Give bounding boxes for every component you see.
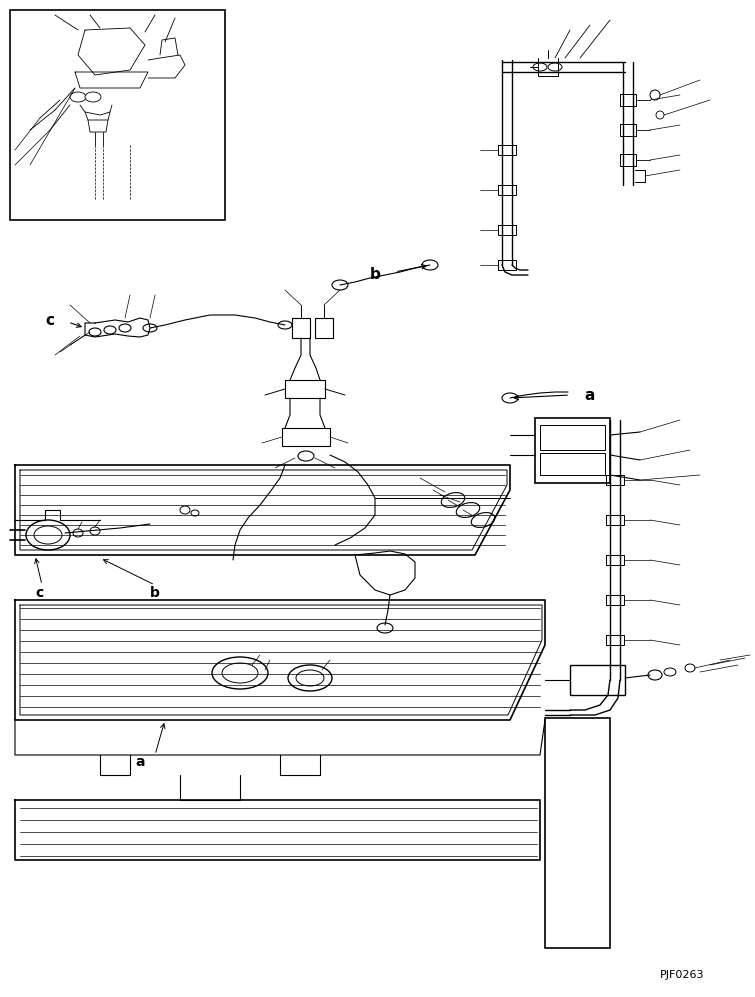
Ellipse shape [288,665,332,691]
Bar [292,318,310,338]
Ellipse shape [377,623,393,633]
Ellipse shape [332,280,348,290]
Bar [545,718,610,948]
Ellipse shape [89,328,101,336]
Ellipse shape [212,657,268,689]
Bar [540,425,605,450]
Bar [315,318,333,338]
Ellipse shape [70,92,86,102]
Ellipse shape [85,92,101,102]
Ellipse shape [298,451,314,461]
Ellipse shape [664,668,676,676]
Ellipse shape [650,90,660,100]
Ellipse shape [222,663,258,683]
Text: a: a [585,388,595,403]
Ellipse shape [143,324,157,332]
Bar [282,428,330,446]
Ellipse shape [441,493,465,507]
Ellipse shape [119,324,131,332]
Text: c: c [45,312,54,327]
Ellipse shape [296,670,324,686]
Ellipse shape [422,260,438,270]
Text: b: b [369,266,381,281]
Bar [10,10,225,220]
Ellipse shape [90,527,100,535]
Ellipse shape [533,63,547,71]
Ellipse shape [34,526,62,544]
Text: b: b [150,586,160,600]
Text: PJF0263: PJF0263 [660,970,704,980]
Ellipse shape [180,506,190,514]
Ellipse shape [648,670,662,680]
Text: c: c [36,586,44,600]
Ellipse shape [73,529,83,537]
Ellipse shape [656,111,664,119]
Ellipse shape [191,510,199,516]
Bar [540,453,605,475]
Ellipse shape [26,520,70,550]
Bar [535,418,610,483]
Bar [285,380,325,398]
Ellipse shape [548,63,562,71]
Ellipse shape [471,512,495,527]
Ellipse shape [685,664,695,672]
Ellipse shape [278,321,292,329]
Ellipse shape [104,326,116,334]
Bar [570,665,625,695]
Ellipse shape [456,502,479,517]
Text: a: a [135,755,145,769]
Ellipse shape [502,393,518,403]
